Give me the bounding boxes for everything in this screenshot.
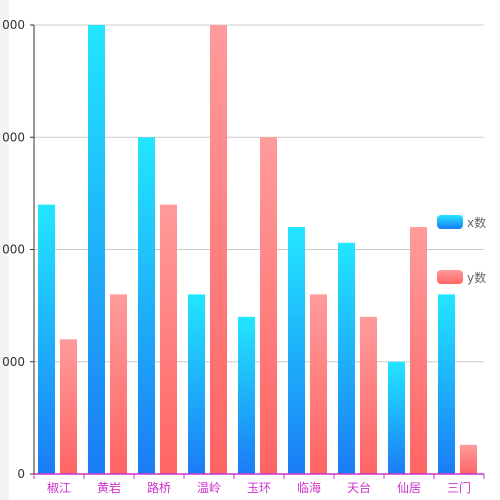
- bar-y-7[interactable]: [410, 227, 427, 474]
- x-category-label: 天台: [347, 480, 371, 495]
- x-category-label: 临海: [297, 480, 321, 495]
- y-tick-label: 000: [2, 243, 25, 257]
- legend-swatch-x: [437, 215, 463, 229]
- y-tick-label: 000: [2, 130, 25, 144]
- bar-y-0[interactable]: [60, 339, 77, 474]
- bar-x-4[interactable]: [238, 316, 255, 474]
- bar-x-7[interactable]: [388, 361, 405, 474]
- bar-x-8[interactable]: [438, 294, 455, 474]
- x-category-label: 仙居: [397, 481, 421, 495]
- x-category-label: 黄岩: [97, 480, 121, 495]
- bar-x-1[interactable]: [88, 25, 105, 474]
- x-category-label: 玉环: [247, 481, 271, 495]
- axes: 椒江 黄岩 路桥 温岭 玉环 临海 天台 仙居 三门: [33, 25, 485, 495]
- y-tick-label: 000: [2, 355, 25, 369]
- bar-y-4[interactable]: [260, 137, 277, 474]
- bar-y-1[interactable]: [110, 294, 127, 474]
- bar-x-5[interactable]: [288, 227, 305, 474]
- legend-item-x[interactable]: x数: [437, 214, 500, 230]
- bar-x-6[interactable]: [338, 242, 355, 474]
- bar-x-0[interactable]: [38, 204, 55, 474]
- y-tick-label: 000: [2, 18, 25, 32]
- y-tick-label: 0: [17, 467, 25, 481]
- legend-label-y: y数: [467, 270, 487, 285]
- bar-x-3[interactable]: [188, 294, 205, 474]
- bar-y-8[interactable]: [460, 444, 477, 474]
- bar-x-2[interactable]: [138, 137, 155, 474]
- legend-label-x: x数: [467, 215, 487, 230]
- legend-swatch-y: [437, 270, 463, 284]
- x-category-label: 椒江: [47, 481, 71, 495]
- bar-y-3[interactable]: [210, 25, 227, 474]
- left-panel-edge: [0, 0, 9, 500]
- bar-y-2[interactable]: [160, 204, 177, 474]
- bar-y-6[interactable]: [360, 316, 377, 474]
- x-category-label: 三门: [447, 480, 471, 495]
- legend-item-y[interactable]: y数: [437, 269, 500, 285]
- bar-y-5[interactable]: [310, 294, 327, 474]
- x-category-label: 温岭: [197, 481, 221, 495]
- bars: [38, 25, 477, 474]
- x-category-label: 路桥: [147, 480, 171, 495]
